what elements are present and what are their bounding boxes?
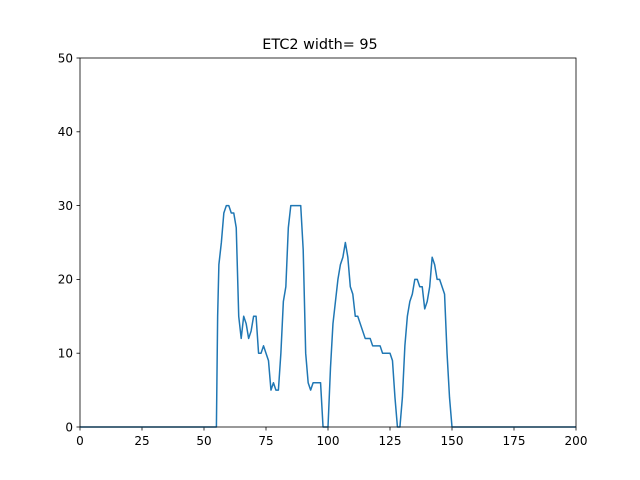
x-axis-ticks: 0 25 50 75 100 125 150 175 200 <box>76 427 587 448</box>
y-tick-label: 10 <box>58 347 73 361</box>
series-line <box>80 204 576 428</box>
x-tick-label: 150 <box>441 434 464 448</box>
y-tick-label: 50 <box>58 51 73 65</box>
x-tick-label: 125 <box>379 434 402 448</box>
x-tick-label: 50 <box>196 434 211 448</box>
y-tick-label: 0 <box>65 420 73 434</box>
x-tick-label: 100 <box>317 434 340 448</box>
y-tick-label: 20 <box>58 273 73 287</box>
x-tick-label: 200 <box>565 434 588 448</box>
plot-area-frame <box>79 57 577 428</box>
y-tick-label: 40 <box>58 125 73 139</box>
chart-title: ETC2 width= 95 <box>262 37 377 53</box>
x-tick-label: 25 <box>134 434 149 448</box>
y-tick-label: 30 <box>58 199 73 213</box>
x-tick-label: 0 <box>76 434 84 448</box>
x-tick-label: 175 <box>503 434 526 448</box>
y-axis-ticks: 0 10 20 30 40 50 <box>58 51 80 434</box>
x-tick-label: 75 <box>258 434 273 448</box>
